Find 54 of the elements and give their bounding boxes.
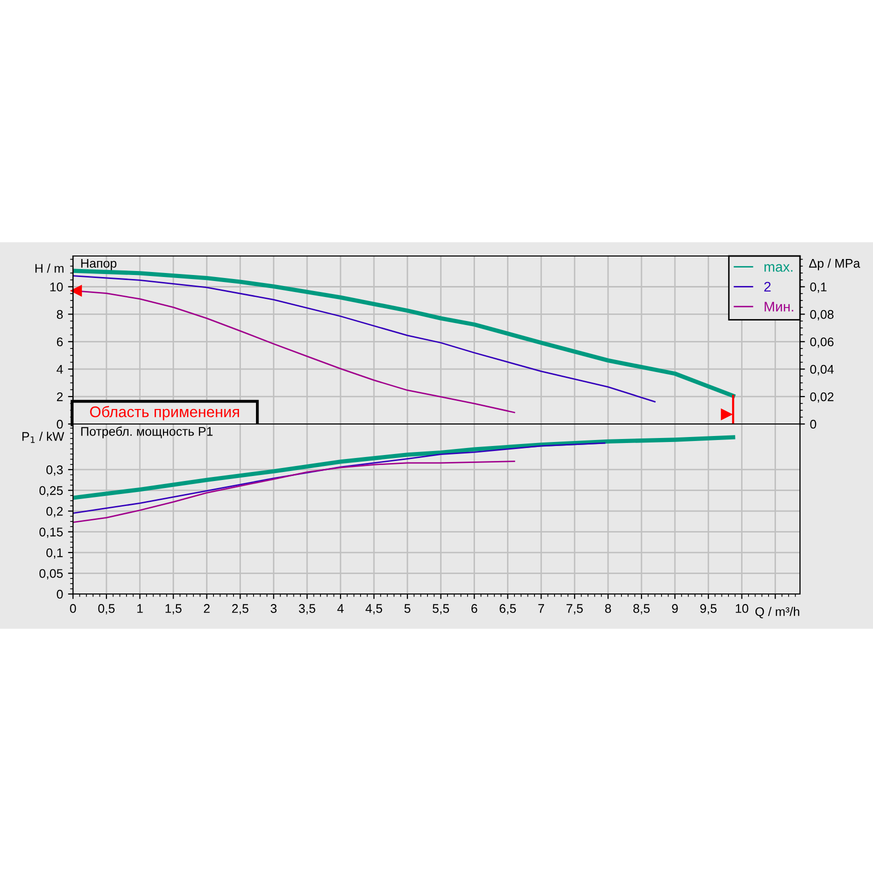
chart-title: Потребл. мощность P1	[81, 426, 213, 438]
line-series	[73, 460, 516, 523]
x-tick-label: 4	[337, 604, 344, 613]
y-tick-label: 8	[56, 310, 63, 319]
x-tick-label: 2,5	[232, 604, 248, 614]
y-tick-label: 6	[56, 337, 63, 346]
x-tick-label: 6,5	[500, 604, 516, 614]
y-axis-title: P$_{1}$ / kW	[22, 432, 64, 443]
x-tick-label: 9,5	[700, 604, 717, 614]
x-tick-label: 8	[605, 604, 611, 613]
y-tick-label: 0,25	[39, 486, 63, 496]
legend-label: max.	[764, 264, 792, 272]
y-tick-label: 0	[56, 420, 63, 429]
y-tick-label: 0	[56, 590, 63, 599]
x-tick-label: 4,5	[366, 604, 382, 614]
y-tick-label: 0,1	[46, 548, 63, 559]
x-tick-label: 7	[538, 604, 544, 613]
x-tick-label: 9	[672, 604, 678, 613]
y2-tick-label: 0,08	[810, 310, 834, 320]
x-tick-label: 5,5	[432, 604, 450, 614]
y-axis-title: H / m	[35, 264, 64, 273]
x-tick-label: 0	[70, 604, 76, 613]
y2-tick-label: 0,1	[810, 282, 826, 293]
y2-tick-label: 0,04	[810, 364, 834, 376]
x-axis-title: Q / m³/h	[755, 606, 800, 618]
y2-tick-label: 0,06	[810, 337, 834, 348]
x-tick-label: 2	[204, 604, 210, 613]
y-tick-label: 4	[56, 365, 63, 374]
x-tick-label: 0,5	[98, 604, 115, 614]
chart-title: Напор	[81, 258, 116, 270]
x-tick-label: 3	[270, 604, 277, 613]
legend-label: 2	[764, 282, 771, 292]
line-series	[73, 442, 606, 514]
y-tick-label: 0,05	[39, 569, 63, 580]
x-tick-label: 3,5	[298, 604, 316, 614]
line-series	[73, 268, 736, 398]
x-tick-label: 6	[471, 604, 478, 613]
legend-label: Мин.	[764, 302, 794, 312]
y2-axis-title: Δp / MPa	[809, 258, 860, 270]
y-tick-label: 0,3	[46, 465, 63, 476]
x-tick-label: 5	[404, 604, 410, 613]
x-tick-label: 1	[137, 604, 143, 613]
x-tick-label: 7,5	[566, 604, 583, 614]
y-tick-label: 0,2	[46, 506, 63, 518]
x-tick-label: 8,5	[633, 604, 650, 614]
y-tick-label: 10	[50, 282, 63, 292]
x-tick-label: 1,5	[166, 604, 182, 614]
y2-tick-label: 0	[810, 420, 816, 429]
y2-tick-label: 0,02	[810, 392, 834, 403]
x-tick-label: 10	[736, 604, 748, 613]
y-tick-label: 0,15	[39, 528, 63, 538]
annotation: Область применения	[90, 406, 239, 420]
y-tick-label: 2	[56, 392, 63, 402]
line-series	[73, 275, 656, 402]
